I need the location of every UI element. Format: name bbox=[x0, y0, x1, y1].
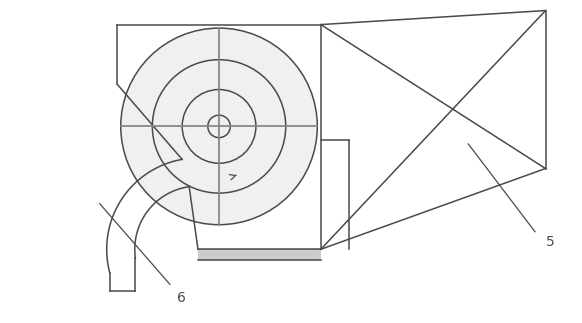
Text: 6: 6 bbox=[177, 291, 186, 306]
Circle shape bbox=[120, 28, 317, 225]
Bar bbox=[198, 249, 321, 260]
Text: 5: 5 bbox=[545, 235, 554, 249]
